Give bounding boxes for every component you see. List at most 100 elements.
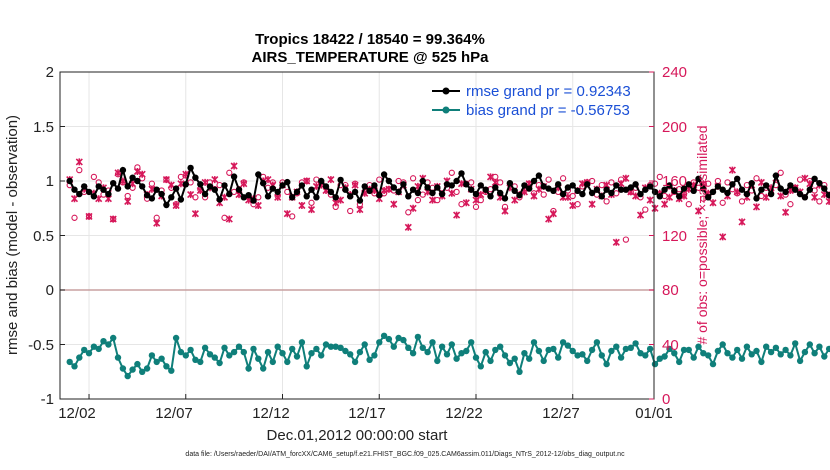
rmse-point <box>298 182 306 189</box>
rmse-point <box>148 195 156 202</box>
bias-point <box>555 354 562 361</box>
bias-point <box>443 351 451 358</box>
rmse-point <box>351 188 359 196</box>
rmse-point <box>598 193 605 200</box>
rmse-point <box>211 186 218 193</box>
rmse-point <box>424 184 431 191</box>
rmse-point <box>787 182 794 189</box>
rmse-point <box>182 181 189 188</box>
rmse-point <box>100 186 107 193</box>
chart-title-line2: AIRS_TEMPERATURE @ 525 hPa <box>252 49 490 66</box>
bias-point <box>627 344 634 351</box>
obs-possible-point <box>816 198 823 205</box>
bias-point <box>777 351 784 358</box>
bias-point <box>395 334 402 342</box>
rmse-point <box>134 177 141 185</box>
bias-point <box>405 344 412 351</box>
rmse-point <box>414 189 422 197</box>
bias-point <box>579 351 586 358</box>
rmse-point <box>458 170 465 177</box>
bias-point <box>796 357 804 365</box>
rmse-point <box>603 186 610 193</box>
rmse-point <box>714 183 722 190</box>
obs-assimilated-point <box>636 211 645 219</box>
obs-possible-point <box>226 169 233 176</box>
bias-point <box>564 342 572 349</box>
obs-assimilated-point <box>709 199 717 207</box>
bias-point <box>114 354 122 361</box>
obs-assimilated-point <box>752 203 761 211</box>
obs-assimilated-point <box>162 176 170 184</box>
rmse-point <box>569 182 576 189</box>
x-tick-label: 12/12 <box>252 405 290 422</box>
bias-point <box>738 355 746 362</box>
bias-point <box>588 346 596 354</box>
y-tick-label: -1 <box>41 391 54 408</box>
obs-assimilated-point <box>511 196 519 204</box>
bias-point <box>400 336 407 344</box>
rmse-point <box>434 184 441 191</box>
x-tick-label: 12/17 <box>348 405 386 422</box>
bias-point <box>424 348 431 356</box>
rmse-point <box>405 193 412 200</box>
bias-point <box>671 350 678 357</box>
bias-point <box>719 341 726 348</box>
rmse-point <box>371 182 378 189</box>
bias-point <box>318 352 325 359</box>
rmse-point <box>782 188 789 196</box>
y2-tick-label: 240 <box>662 64 687 81</box>
obs-assimilated-point <box>486 173 495 181</box>
obs-assimilated-point <box>177 180 185 188</box>
obs-possible-point <box>651 180 659 187</box>
rmse-point <box>448 182 455 189</box>
rmse-point <box>622 186 630 193</box>
rmse-point <box>588 189 596 197</box>
rmse-point <box>482 186 489 193</box>
rmse-point <box>492 184 499 191</box>
rmse-point <box>646 183 654 190</box>
x-tick-label: 12/27 <box>542 405 580 422</box>
rmse-point <box>724 189 731 197</box>
rmse-point <box>443 181 451 188</box>
obs-assimilated-point <box>356 206 364 214</box>
bias-point <box>414 333 422 341</box>
rmse-point <box>327 188 335 196</box>
rmse-point <box>705 194 712 201</box>
bias-point <box>351 358 359 366</box>
obs-assimilated-point <box>501 207 509 215</box>
rmse-point <box>825 192 830 199</box>
x-tick-label: 01/01 <box>635 405 673 422</box>
rmse-point <box>719 186 726 193</box>
obs-assimilated-point <box>811 193 819 201</box>
rmse-point <box>811 175 818 182</box>
obs-assimilated-point <box>719 233 727 241</box>
bias-point <box>284 358 291 366</box>
rmse-point <box>709 188 717 196</box>
rmse-point <box>734 175 741 182</box>
obs-assimilated-point <box>303 177 311 185</box>
obs-assimilated-point <box>472 196 480 204</box>
bias-point <box>347 351 354 358</box>
obs-assimilated-point <box>428 196 437 204</box>
bias-point <box>758 358 765 366</box>
bias-point <box>448 341 455 348</box>
bias-point <box>569 347 576 355</box>
rmse-point <box>153 186 160 193</box>
bias-point <box>390 343 397 350</box>
rmse-point <box>385 177 393 185</box>
obs-assimilated-point <box>254 201 262 210</box>
bias-point <box>134 360 141 368</box>
obs-assimilated-point <box>351 181 359 189</box>
bias-point <box>622 345 630 353</box>
bias-point <box>468 339 475 346</box>
bias-point <box>646 345 654 353</box>
obs-assimilated-point <box>264 176 272 184</box>
rmse-point <box>564 184 572 191</box>
rmse-point <box>521 182 528 189</box>
rmse-point <box>472 190 480 198</box>
bias-point <box>656 355 663 362</box>
bias-point <box>482 348 489 356</box>
rmse-point <box>753 195 760 202</box>
obs-possible-point <box>405 209 412 216</box>
obs-assimilated-point <box>569 201 577 210</box>
